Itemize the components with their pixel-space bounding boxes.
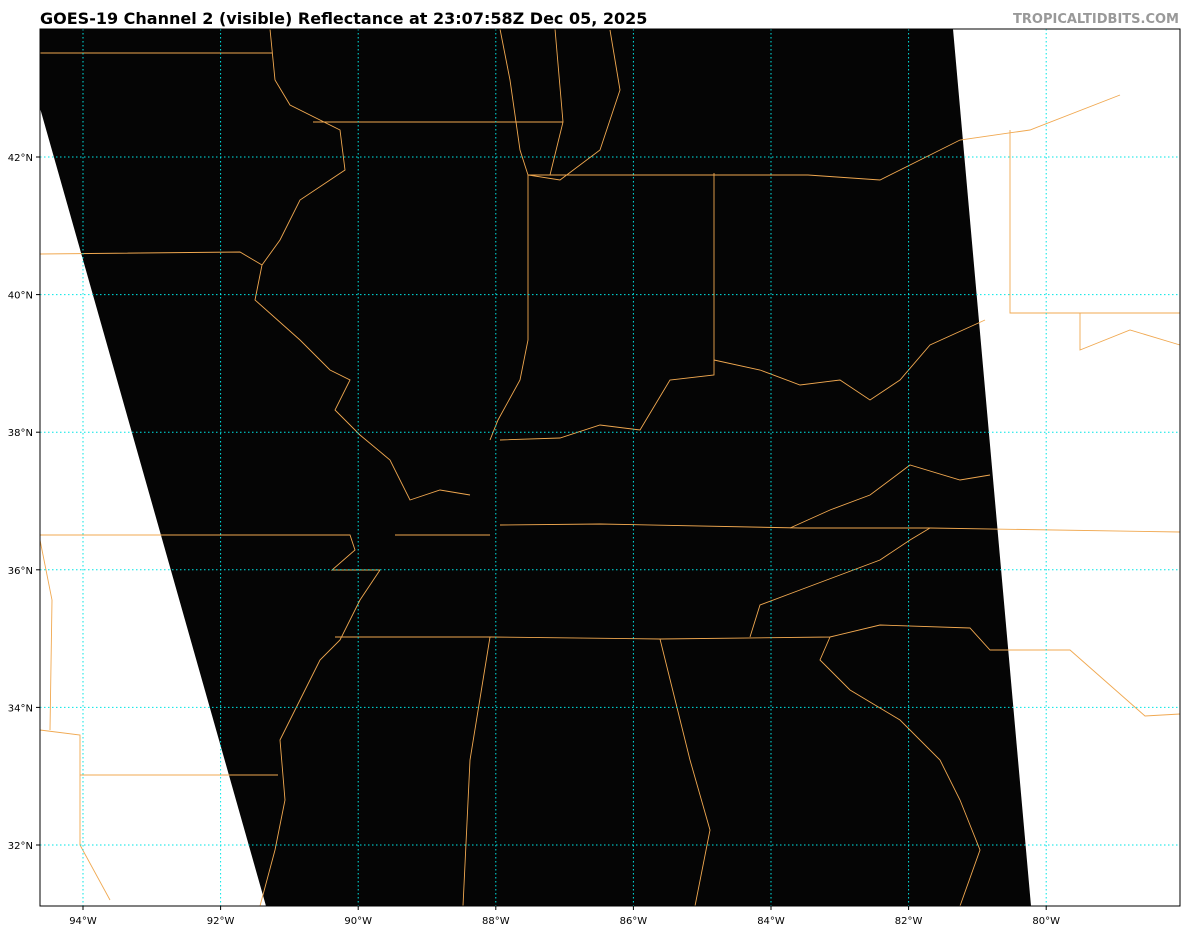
state-borders [39,28,1181,907]
border-line [39,251,263,266]
border-line [749,527,931,638]
border-line [713,319,986,401]
lon-label: 92°W [207,916,235,927]
lon-label: 84°W [757,916,785,927]
border-line [39,729,111,901]
imagery-swath [40,29,1031,906]
border-line [462,636,491,907]
lat-label: 40°N [8,291,33,302]
border-line [807,94,1121,181]
border-line [659,638,711,907]
border-line [499,173,715,441]
border-line [819,636,981,907]
lon-label: 82°W [895,916,923,927]
lat-label: 36°N [8,566,33,577]
map-title: GOES-19 Channel 2 (visible) Reflectance … [40,9,648,28]
lon-label: 80°W [1032,916,1060,927]
lat-label: 32°N [8,841,33,852]
lon-label: 90°W [344,916,372,927]
border-line [499,28,621,181]
border-line [1079,313,1181,351]
border-line [499,523,1181,533]
lon-label: 86°W [620,916,648,927]
lat-label: 34°N [8,703,33,714]
border-line [259,569,381,907]
border-line [1009,130,1180,314]
border-line [261,28,346,266]
border-line [549,28,564,176]
border-line [335,624,1181,717]
lat-label: 42°N [8,153,33,164]
lon-label: 88°W [482,916,510,927]
brand-watermark: TROPICALTIDBITS.COM [1013,12,1179,27]
border-line [789,464,991,529]
lon-label: 94°W [69,916,97,927]
lat-label: 38°N [8,428,33,439]
border-line [254,264,471,501]
map-frame [39,28,1181,907]
border-line [489,175,529,441]
